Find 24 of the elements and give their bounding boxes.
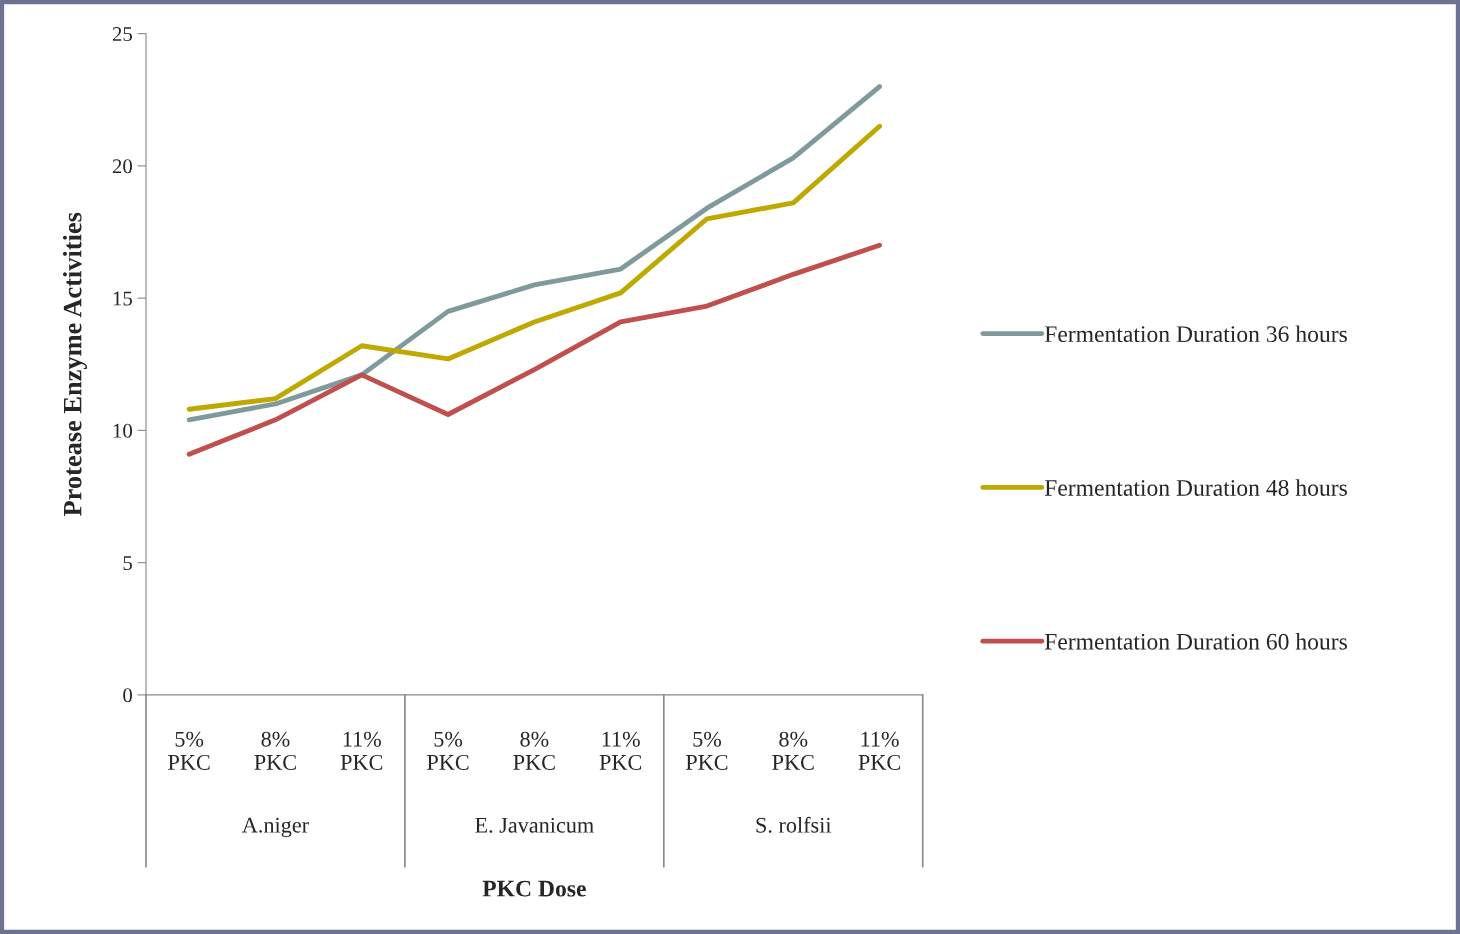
x-tick-label: 8% PKC xyxy=(254,731,296,770)
x-tick-label: 11% PKC xyxy=(340,731,383,770)
y-tick-label: 20 xyxy=(112,159,133,174)
y-tick-label: 25 xyxy=(112,27,132,42)
x-tick-label: 11% PKC xyxy=(858,731,900,770)
line-series xyxy=(186,242,882,457)
x-tick-label: 5% PKC xyxy=(168,731,210,770)
text: S. rolfsii xyxy=(756,816,832,833)
y-tick-label: 15 xyxy=(113,291,132,306)
x-tick-label: 11% PKC xyxy=(599,731,642,770)
x-tick-label: 8% PKC xyxy=(513,731,555,770)
y-tick-label: 10 xyxy=(113,423,133,438)
legend-label: Fermentation Duration 48 hours xyxy=(1044,479,1347,496)
x-tick-label: 8% PKC xyxy=(772,731,814,770)
x-axis-title: PKC Dose xyxy=(482,880,586,897)
legend-label: Fermentation Duration 36 hours xyxy=(1044,325,1347,343)
y-tick-label: 5 xyxy=(123,556,132,571)
y-axis-title: Protease Enzyme Activities xyxy=(62,212,87,516)
legend-label: Fermentation Duration 60 hours xyxy=(1044,633,1347,650)
y-tick-label: 0 xyxy=(123,688,133,703)
text: A.niger xyxy=(242,817,309,838)
x-tick-label: 5% PKC xyxy=(685,731,728,770)
text: E. Javanicum xyxy=(475,817,594,833)
x-tick-label: 5% PKC xyxy=(427,731,469,770)
